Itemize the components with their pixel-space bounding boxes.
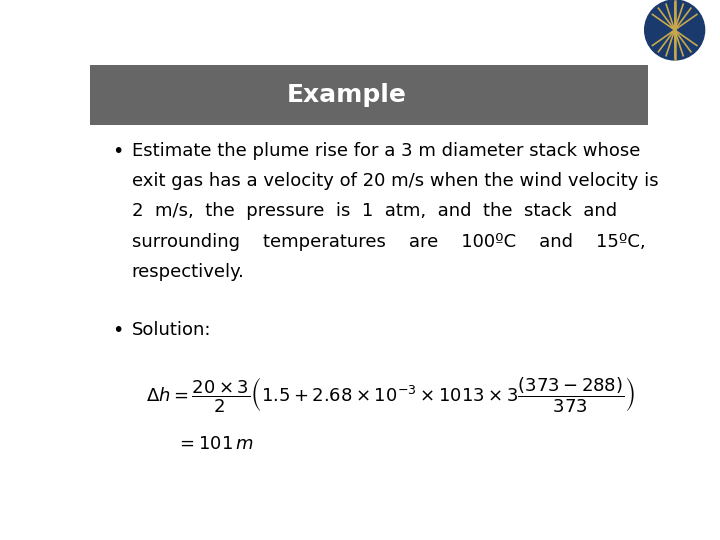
Text: Solution:: Solution: bbox=[132, 321, 212, 339]
Text: Estimate the plume rise for a 3 m diameter stack whose: Estimate the plume rise for a 3 m diamet… bbox=[132, 141, 640, 160]
Text: exit gas has a velocity of 20 m/s when the wind velocity is: exit gas has a velocity of 20 m/s when t… bbox=[132, 172, 659, 190]
Text: 2  m/s,  the  pressure  is  1  atm,  and  the  stack  and: 2 m/s, the pressure is 1 atm, and the st… bbox=[132, 202, 617, 220]
Text: surrounding    temperatures    are    100ºC    and    15ºC,: surrounding temperatures are 100ºC and 1… bbox=[132, 233, 645, 251]
Text: $= 101\,m$: $= 101\,m$ bbox=[176, 435, 254, 453]
Text: UNIVERSITI
TEKNOLOGI
PETRONAS: UNIVERSITI TEKNOLOGI PETRONAS bbox=[660, 69, 690, 85]
FancyBboxPatch shape bbox=[90, 65, 648, 125]
Text: •: • bbox=[112, 141, 124, 161]
Circle shape bbox=[644, 0, 705, 60]
Text: $\Delta h = \dfrac{20 \times 3}{2}\left(1.5 + 2.68 \times 10^{-3} \times 1013 \t: $\Delta h = \dfrac{20 \times 3}{2}\left(… bbox=[145, 375, 635, 414]
Text: respectively.: respectively. bbox=[132, 263, 245, 281]
Text: •: • bbox=[112, 321, 124, 340]
Text: Example: Example bbox=[287, 83, 407, 107]
